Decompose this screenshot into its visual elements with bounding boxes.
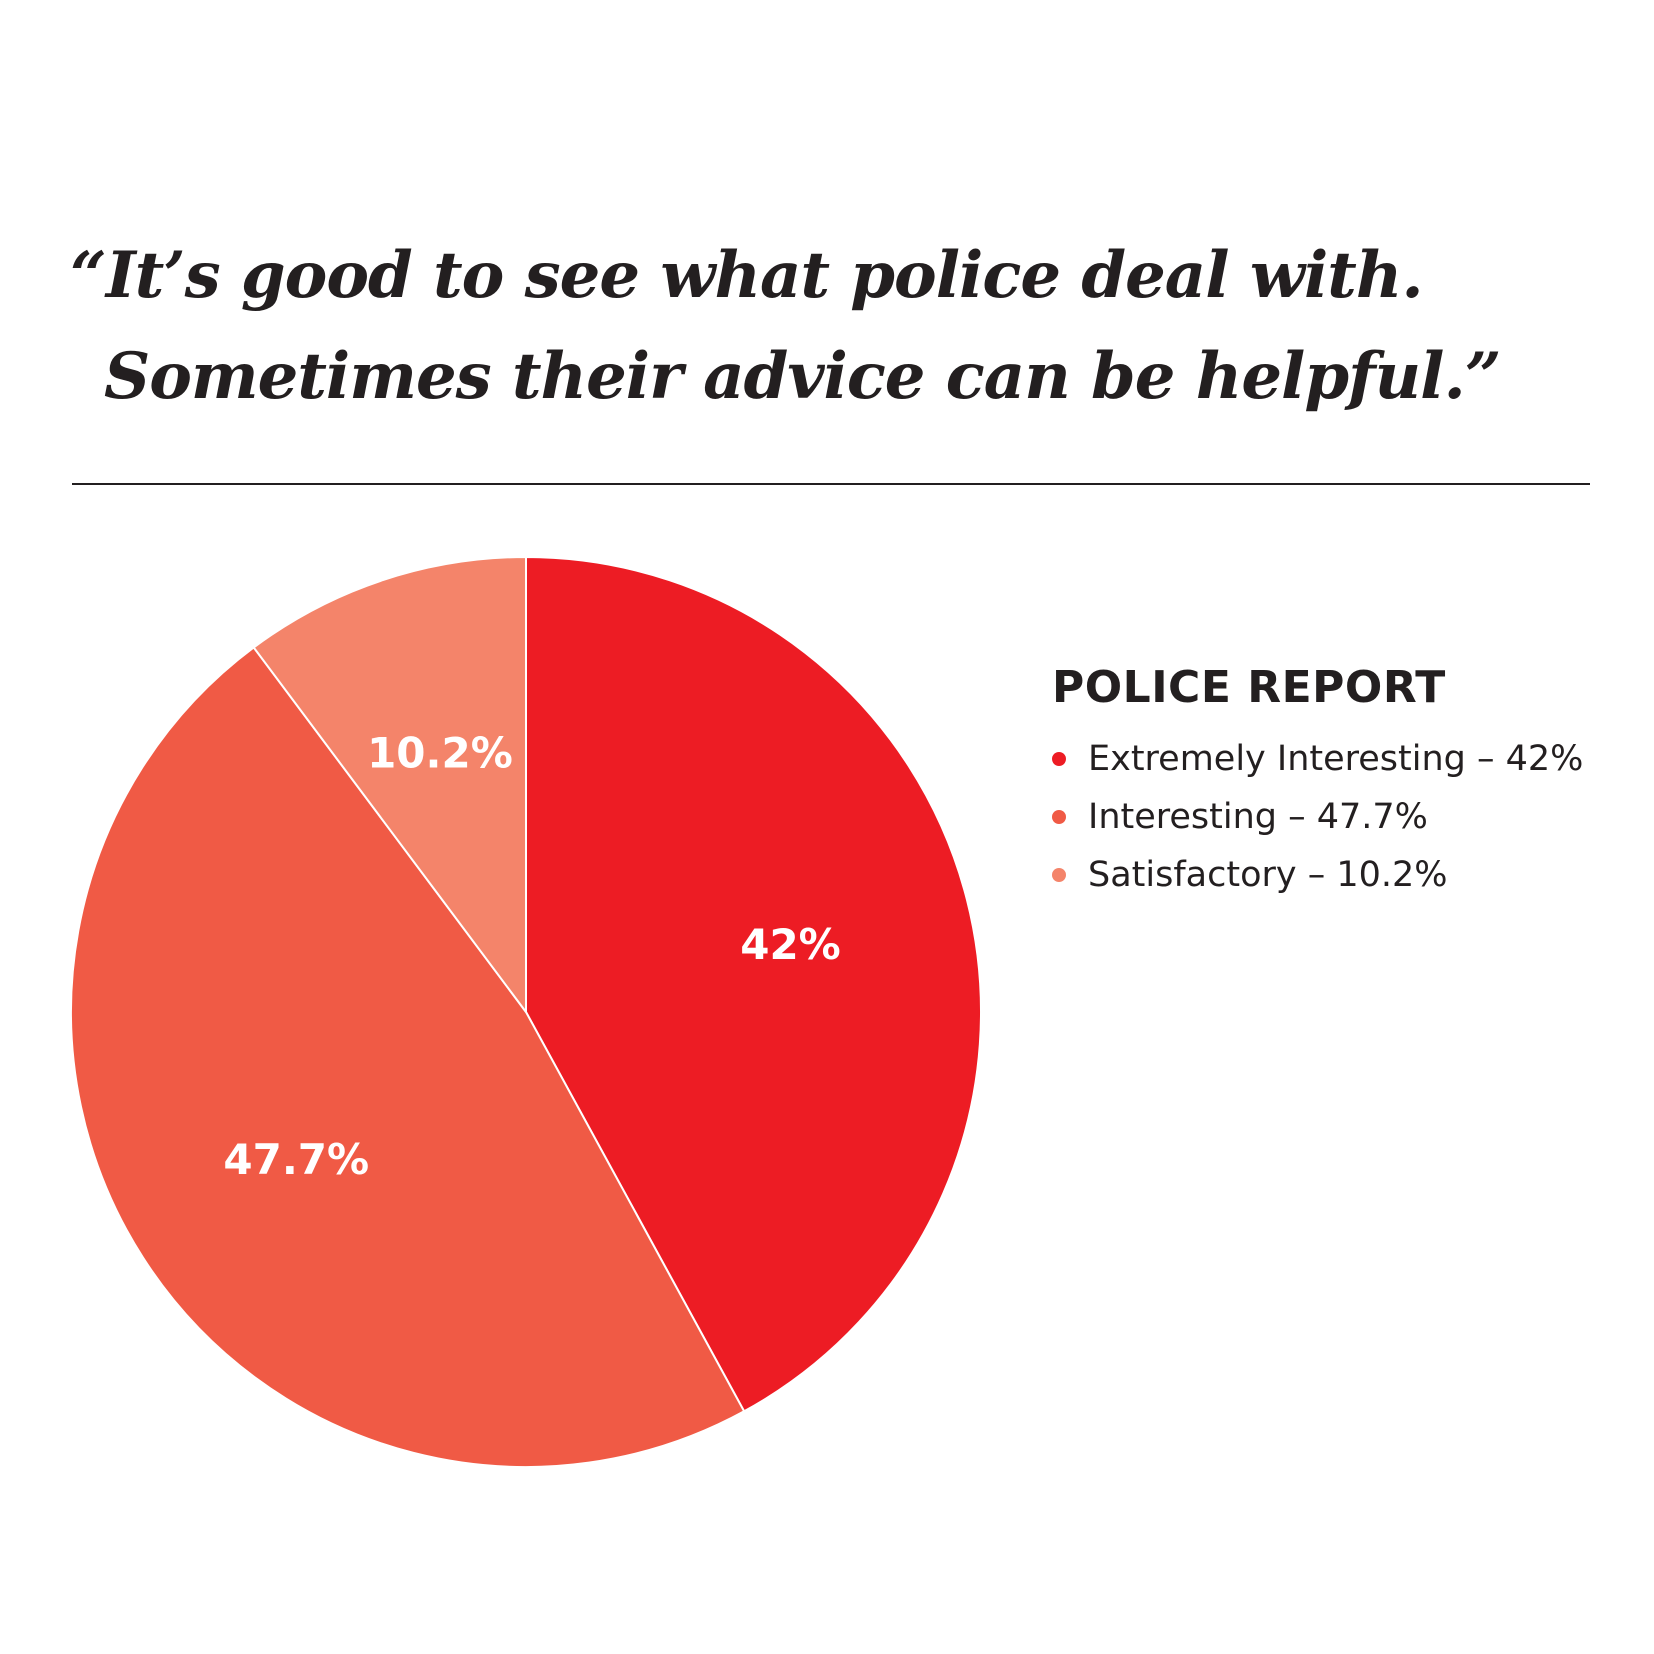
legend-dot-extremely-interesting <box>1052 752 1066 766</box>
legend-dot-interesting <box>1052 810 1066 824</box>
divider-rule <box>72 483 1590 485</box>
pie-label-extremely-interesting: 42% <box>740 920 841 969</box>
pie-slices <box>69 556 982 1469</box>
legend-title: POLICE REPORT <box>1052 662 1446 713</box>
legend-item-interesting: Interesting – 47.7% <box>1052 788 1612 846</box>
chart-legend: POLICE REPORT Extremely Interesting – 42… <box>1052 660 1612 904</box>
pie-slice-labels: 42% 47.7% 10.2% <box>223 728 840 1184</box>
quote-line-2: Sometimes their advice can be helpful.” <box>104 339 1502 414</box>
legend-item-satisfactory: Satisfactory – 10.2% <box>1052 846 1612 904</box>
legend-label-satisfactory: Satisfactory – 10.2% <box>1088 855 1448 895</box>
legend-label-extremely-interesting: Extremely Interesting – 42% <box>1088 739 1584 779</box>
pie-label-interesting: 47.7% <box>223 1135 369 1184</box>
pie-slice-interesting <box>69 646 746 1469</box>
legend-item-extremely-interesting: Extremely Interesting – 42% <box>1052 730 1612 788</box>
pie-label-satisfactory: 10.2% <box>367 728 513 777</box>
pie-slice-satisfactory <box>252 556 527 1013</box>
legend-dot-satisfactory <box>1052 868 1066 882</box>
quote-heading: “It’s good to see what police deal with.… <box>70 225 1590 427</box>
quote-line-1: “It’s good to see what police deal with. <box>70 238 1424 313</box>
legend-label-interesting: Interesting – 47.7% <box>1088 797 1428 837</box>
pie-slice-extremely-interesting <box>525 556 982 1413</box>
